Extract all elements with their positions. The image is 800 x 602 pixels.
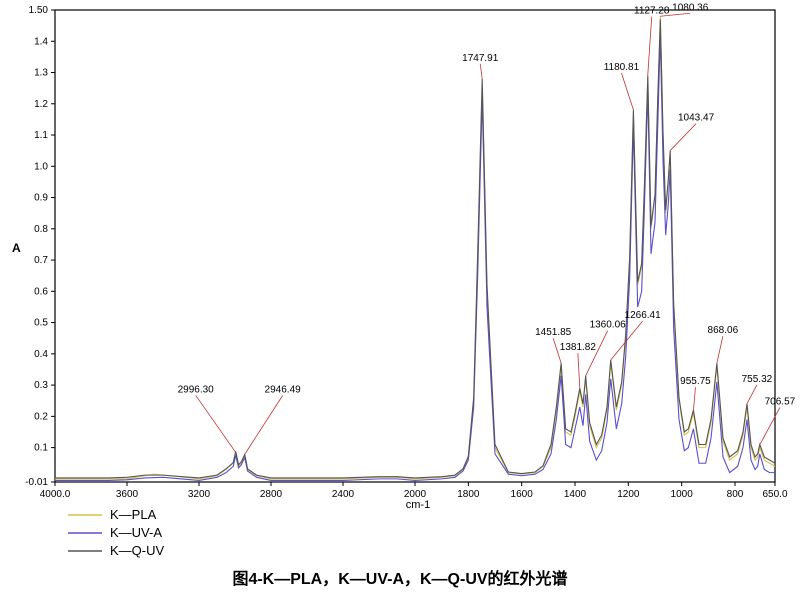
svg-text:0.9: 0.9	[34, 193, 48, 204]
svg-text:-0.01: -0.01	[25, 477, 48, 488]
svg-text:800: 800	[727, 489, 744, 500]
svg-text:0.6: 0.6	[34, 286, 48, 297]
svg-text:1400: 1400	[564, 489, 587, 500]
svg-text:4000.0: 4000.0	[40, 489, 71, 500]
svg-text:1381.82: 1381.82	[560, 342, 597, 353]
svg-text:1127.28: 1127.28	[634, 6, 670, 17]
svg-text:1080.36: 1080.36	[672, 2, 709, 13]
svg-text:868.06: 868.06	[708, 325, 739, 336]
svg-text:A: A	[12, 241, 21, 255]
svg-text:0.4: 0.4	[34, 349, 48, 360]
svg-text:3600: 3600	[116, 489, 139, 500]
svg-text:955.75: 955.75	[680, 376, 711, 387]
svg-text:1266.41: 1266.41	[625, 310, 662, 321]
svg-text:3200: 3200	[188, 489, 211, 500]
svg-text:2996.30: 2996.30	[178, 384, 215, 395]
svg-text:1200: 1200	[617, 489, 640, 500]
svg-text:K—UV-A: K—UV-A	[110, 525, 162, 540]
svg-text:1180.81: 1180.81	[604, 62, 640, 73]
svg-text:0.3: 0.3	[34, 380, 48, 391]
svg-text:K—Q-UV: K—Q-UV	[110, 543, 165, 558]
svg-text:0.5: 0.5	[34, 318, 48, 329]
svg-text:1000: 1000	[671, 489, 694, 500]
svg-text:1.0: 1.0	[34, 161, 48, 172]
svg-text:0.8: 0.8	[34, 224, 48, 235]
svg-text:0.2: 0.2	[34, 411, 48, 422]
svg-text:650.0: 650.0	[762, 489, 787, 500]
svg-text:1600: 1600	[511, 489, 534, 500]
svg-text:2400: 2400	[332, 489, 355, 500]
svg-text:1.3: 1.3	[34, 68, 48, 79]
svg-text:1360.06: 1360.06	[590, 320, 627, 331]
svg-text:1800: 1800	[457, 489, 480, 500]
svg-text:755.32: 755.32	[742, 374, 773, 385]
svg-text:2800: 2800	[260, 489, 283, 500]
ir-spectrum-chart: -0.01 0.1 0.2 0.3 0.4 0.5 0.6 0.7 0.8 0.9 1.0 1.1 1.…	[0, 0, 800, 597]
svg-text:0.1: 0.1	[34, 443, 48, 454]
svg-text:1747.91: 1747.91	[462, 53, 499, 64]
svg-text:1043.47: 1043.47	[678, 113, 715, 124]
svg-text:1.1: 1.1	[34, 130, 48, 141]
figure-caption: 图4-K—PLA，K—UV-A，K—Q-UV的红外光谱	[0, 565, 800, 589]
svg-text:K—PLA: K—PLA	[110, 507, 157, 522]
svg-text:2946.49: 2946.49	[265, 384, 302, 395]
svg-text:0.7: 0.7	[34, 255, 48, 266]
svg-text:706.57: 706.57	[765, 396, 796, 407]
svg-text:1.4: 1.4	[34, 36, 48, 47]
svg-text:1451.85: 1451.85	[535, 327, 572, 338]
svg-text:cm-1: cm-1	[406, 499, 430, 511]
svg-text:1.2: 1.2	[34, 99, 48, 110]
svg-text:1.50: 1.50	[29, 5, 49, 16]
